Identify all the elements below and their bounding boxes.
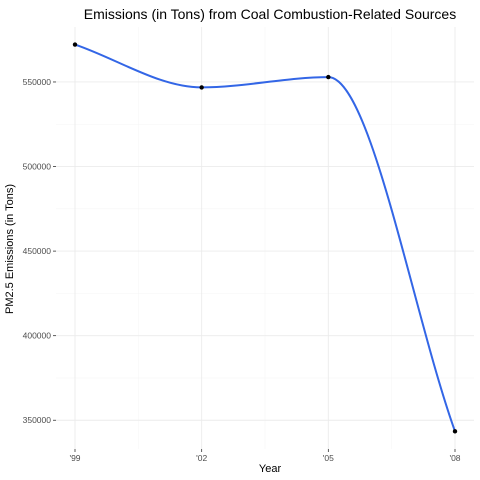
y-tick-label: 500000 bbox=[23, 162, 52, 172]
y-tick-label: 450000 bbox=[23, 246, 52, 256]
data-point bbox=[452, 429, 458, 434]
x-tick-label: '99 bbox=[69, 453, 80, 463]
y-axis-label: PM2.5 Emissions (in Tons) bbox=[4, 184, 16, 314]
data-point bbox=[199, 85, 204, 90]
grid-lines bbox=[56, 27, 474, 449]
x-tick-label: '05 bbox=[323, 453, 334, 463]
data-points bbox=[72, 42, 458, 434]
chart-title: Emissions (in Tons) from Coal Combustion… bbox=[84, 6, 456, 22]
x-tick-label: '02 bbox=[196, 453, 207, 463]
data-point bbox=[72, 42, 78, 47]
x-axis-label: Year bbox=[259, 463, 282, 475]
y-tick-label: 350000 bbox=[23, 415, 52, 425]
y-axis: 350000 400000 450000 500000 550000 bbox=[23, 77, 56, 425]
x-tick-label: '08 bbox=[449, 453, 460, 463]
x-axis: '99 '02 '05 '08 bbox=[69, 449, 461, 463]
y-tick-label: 550000 bbox=[23, 77, 52, 87]
y-tick-label: 400000 bbox=[23, 331, 52, 341]
data-point bbox=[326, 74, 331, 80]
series-line bbox=[74, 43, 456, 432]
